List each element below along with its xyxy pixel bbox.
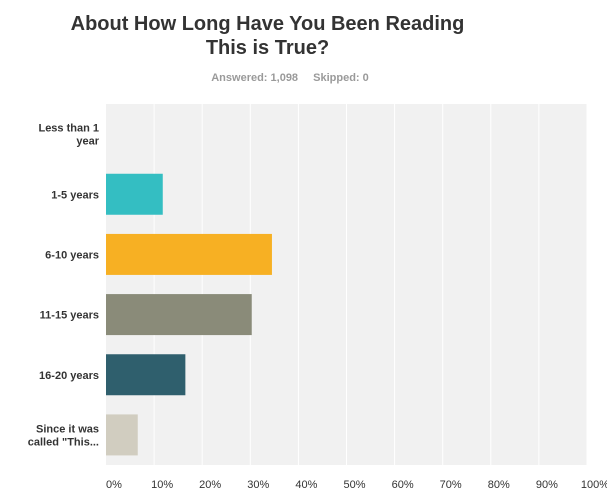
- skipped-count: Skipped: 0: [313, 72, 369, 84]
- x-tick-label: 20%: [199, 479, 221, 491]
- answered-count: Answered: 1,098: [211, 72, 299, 84]
- gridlines: [153, 104, 588, 465]
- category-label: Less than 1 year: [38, 123, 99, 148]
- bar: [106, 173, 163, 215]
- bars: [106, 173, 272, 456]
- x-tick-label: 0%: [106, 479, 122, 491]
- x-tick-label: 70%: [440, 479, 462, 491]
- bar: [106, 294, 252, 336]
- x-tick-label: 10%: [151, 479, 173, 491]
- category-label: 11-15 years: [40, 310, 99, 322]
- chart-title: About How Long Have You Been Reading Thi…: [40, 12, 495, 60]
- response-stats: Answered: 1,098 Skipped: 0: [0, 72, 580, 84]
- category-label: Since it was called "This...: [28, 423, 99, 448]
- x-tick-label: 80%: [488, 479, 510, 491]
- x-tick-label: 30%: [247, 479, 269, 491]
- category-label: 1-5 years: [51, 189, 99, 201]
- category-label: 16-20 years: [39, 370, 99, 382]
- x-tick-label: 40%: [295, 479, 317, 491]
- x-tick-label: 100%: [581, 479, 607, 491]
- bar: [106, 414, 138, 456]
- x-tick-label: 50%: [343, 479, 365, 491]
- bar: [106, 233, 272, 275]
- x-tick-labels: 0% 10% 20% 30% 40% 50% 60% 70% 80% 90% 100%: [106, 479, 607, 491]
- category-labels: Less than 1 year 1-5 years 6-10 years 11-15 …: [28, 123, 100, 449]
- category-label: 6-10 years: [45, 249, 99, 261]
- chart-title-line-1: About How Long Have You Been Reading: [70, 13, 465, 35]
- chart-title-line-2: This is True?: [205, 37, 330, 59]
- x-tick-label: 90%: [536, 479, 558, 491]
- x-tick-label: 60%: [392, 479, 414, 491]
- bar: [106, 354, 186, 396]
